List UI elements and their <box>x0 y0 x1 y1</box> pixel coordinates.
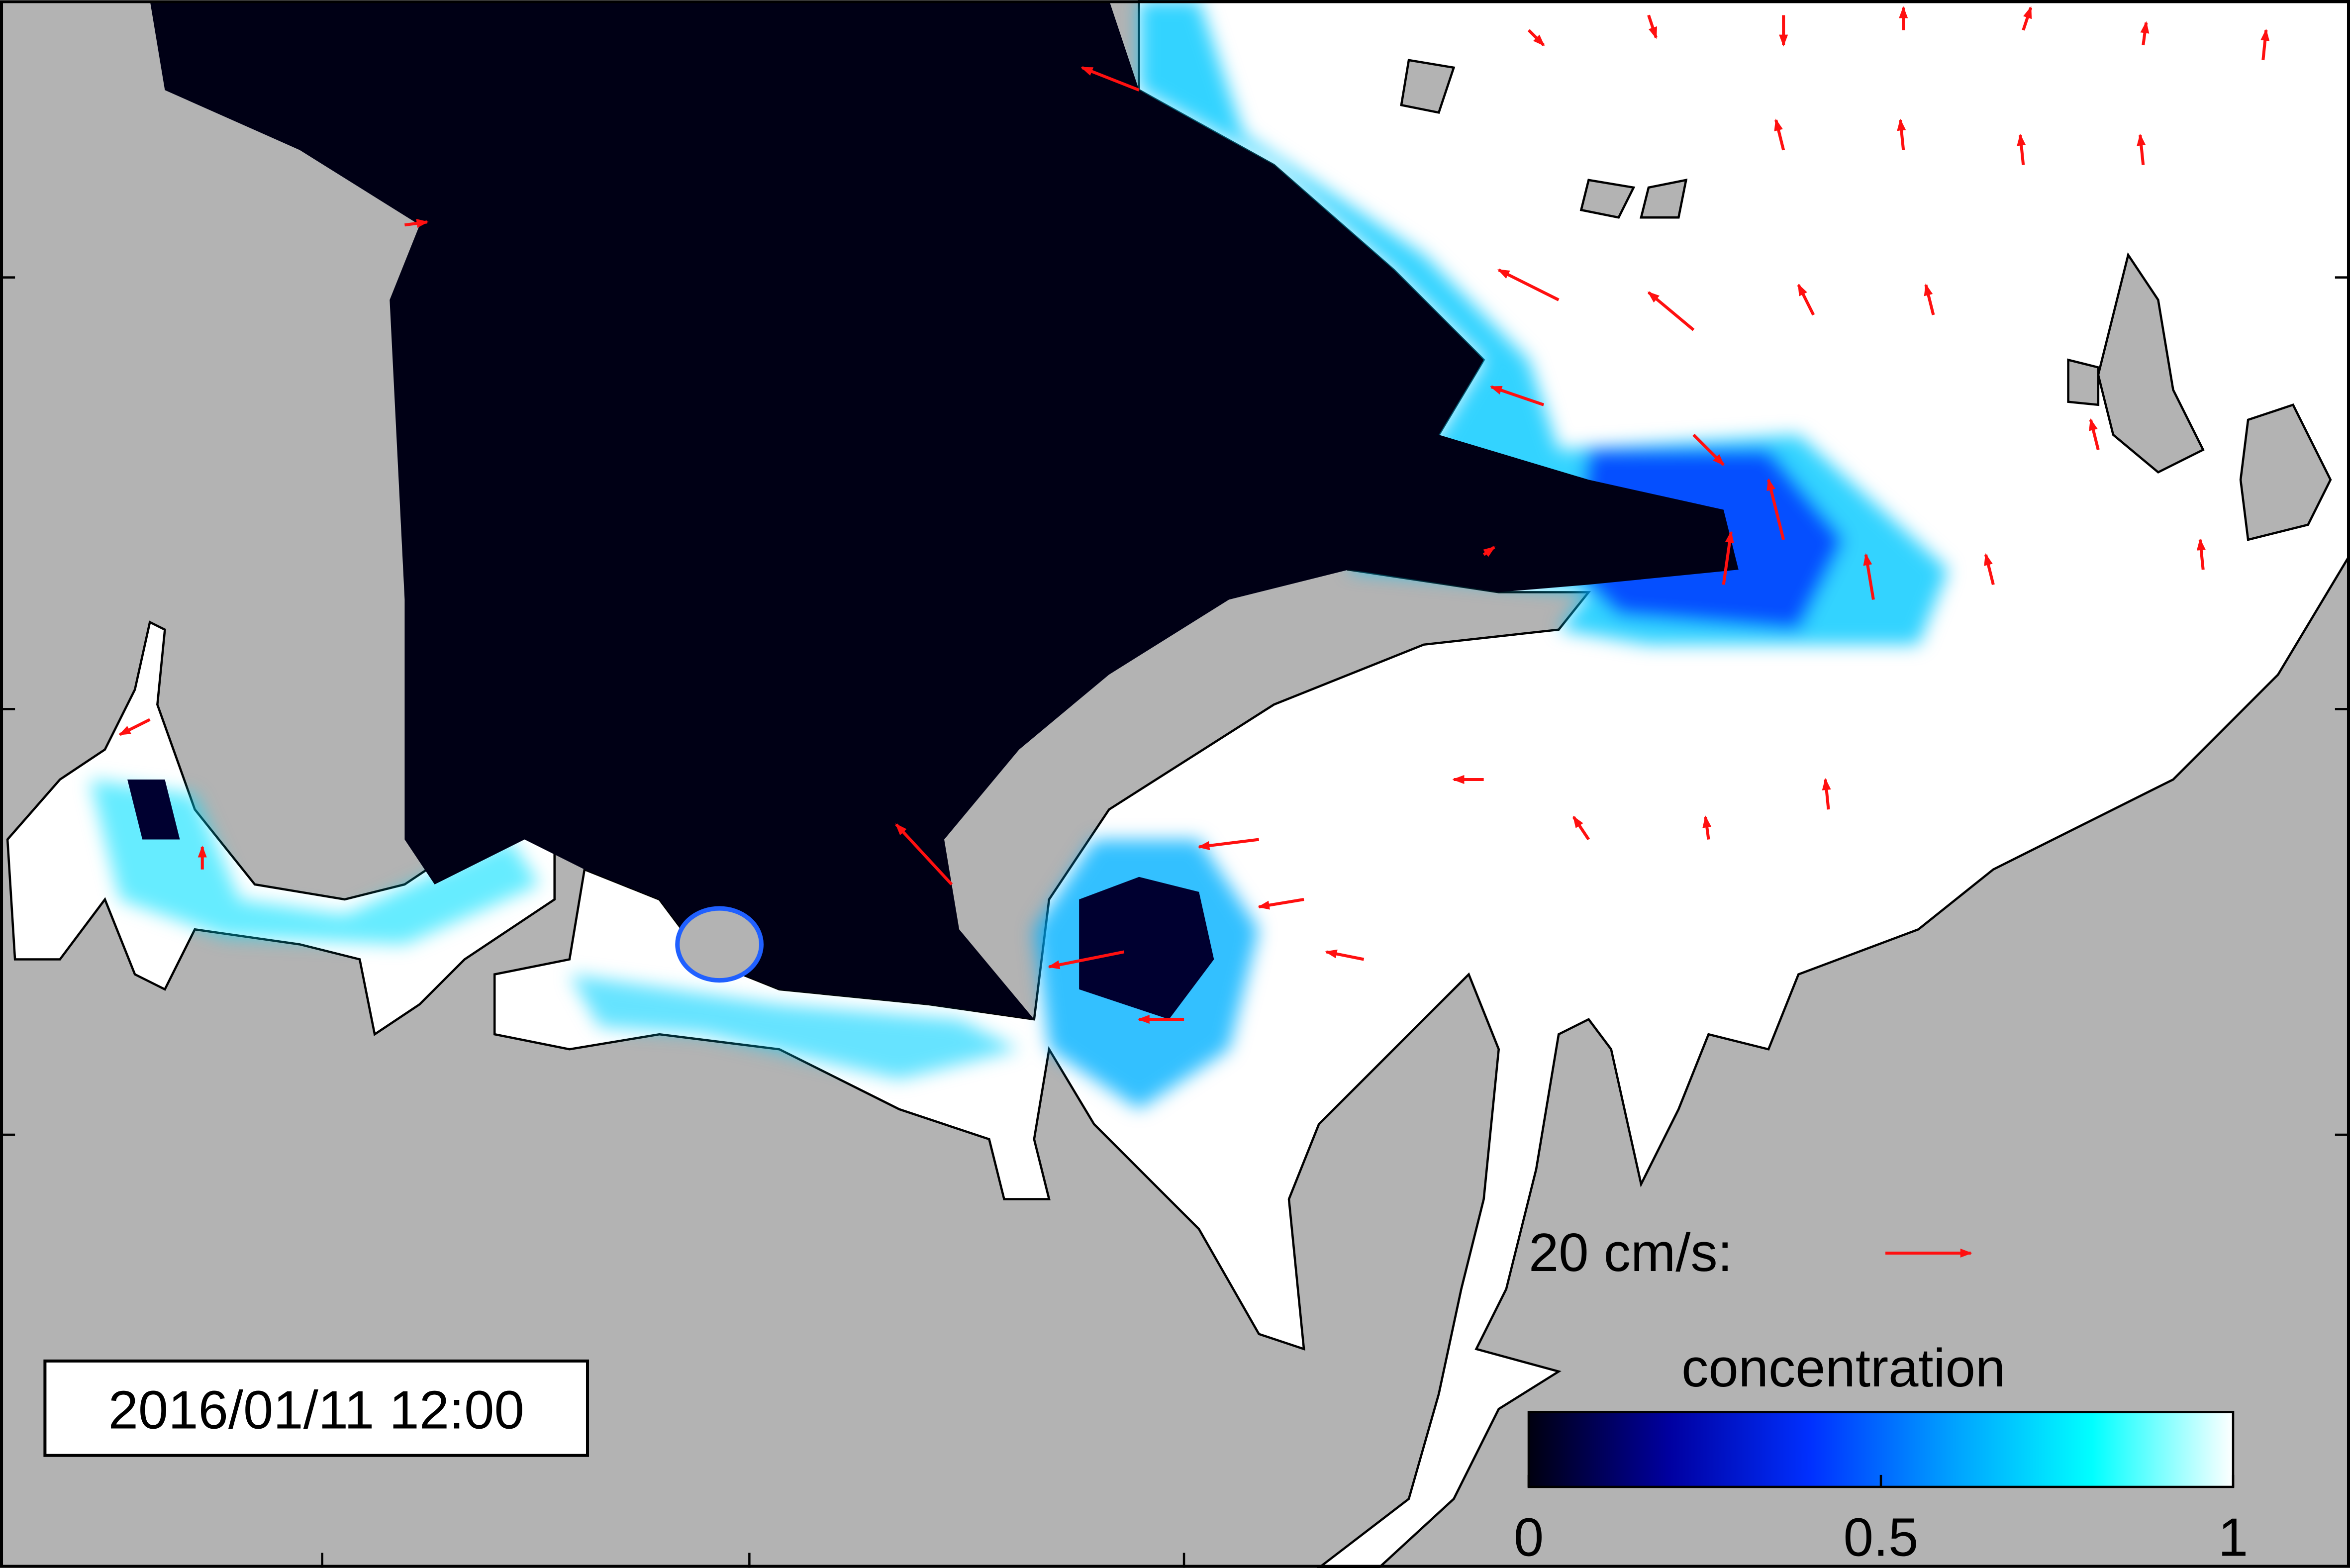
open-water-pocket <box>1079 877 1214 1020</box>
colorbar-tick-label: 1 <box>2218 1507 2248 1568</box>
open-water-pocket <box>127 779 180 840</box>
open-water <box>150 0 1739 1020</box>
islands <box>1400 59 2332 541</box>
timestamp-box <box>43 1359 589 1457</box>
colorbar-tick-label: 0 <box>1514 1507 1544 1568</box>
scale-label: 20 cm/s: <box>1529 1222 1733 1282</box>
timestamp: 2016/01/11 12:00 <box>108 1379 524 1440</box>
island <box>675 906 764 983</box>
colorbar-tick-label: 0.5 <box>1844 1507 1919 1568</box>
velocity-arrows <box>118 6 2270 1024</box>
colorbar-label: concentration <box>1681 1338 2005 1398</box>
sea-ice-high <box>493 0 2350 1568</box>
colorbar <box>1527 1411 2235 1488</box>
